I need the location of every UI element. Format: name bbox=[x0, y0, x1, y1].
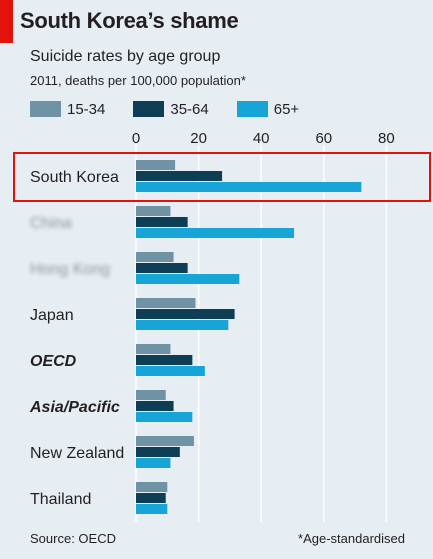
bar-thailand-65plus bbox=[136, 504, 168, 514]
bar-thailand-15-34 bbox=[136, 482, 168, 492]
bar-asia-pacific-15-34 bbox=[136, 390, 166, 400]
legend-label-65plus: 65+ bbox=[273, 100, 300, 118]
legend-swatch-15-34 bbox=[30, 101, 61, 117]
category-label-asia-pacific: Asia/Pacific bbox=[29, 399, 120, 416]
bar-china-65plus bbox=[136, 228, 295, 238]
bar-japan-15-34 bbox=[136, 298, 196, 308]
legend-item-65plus: 65+ bbox=[236, 100, 300, 118]
bar-new-zealand-65plus bbox=[136, 458, 171, 468]
x-tick-label-0: 0 bbox=[132, 130, 140, 147]
bar-asia-pacific-65plus bbox=[136, 412, 193, 422]
bar-oecd-65plus bbox=[136, 366, 205, 376]
category-label-thailand: Thailand bbox=[30, 491, 91, 508]
x-tick-label-40: 40 bbox=[253, 130, 270, 147]
bar-oecd-15-34 bbox=[136, 344, 171, 354]
footnote: *Age-standardised bbox=[298, 531, 405, 546]
bar-thailand-35-64 bbox=[136, 493, 166, 503]
chart-note: 2011, deaths per 100,000 population* bbox=[30, 73, 246, 88]
x-tick-label-20: 20 bbox=[190, 130, 207, 147]
legend-item-35-64: 35-64 bbox=[133, 100, 209, 118]
bar-south-korea-15-34 bbox=[136, 160, 176, 170]
bar-south-korea-35-64 bbox=[136, 171, 223, 181]
bar-hong-kong-65plus bbox=[136, 274, 240, 284]
legend-item-15-34: 15-34 bbox=[30, 101, 105, 118]
legend-swatch-35-64 bbox=[133, 101, 165, 117]
bar-china-35-64 bbox=[136, 217, 188, 227]
bar-hong-kong-35-64 bbox=[136, 263, 188, 273]
accent-tab bbox=[0, 0, 13, 43]
category-label-south-korea: South Korea bbox=[30, 169, 119, 186]
legend-swatch-65plus bbox=[236, 101, 268, 117]
bar-asia-pacific-35-64 bbox=[136, 401, 174, 411]
bar-japan-35-64 bbox=[136, 309, 235, 319]
category-label-oecd: OECD bbox=[30, 353, 77, 370]
bar-new-zealand-15-34 bbox=[136, 436, 194, 446]
bar-japan-65plus bbox=[136, 320, 229, 330]
x-tick-label-60: 60 bbox=[315, 130, 332, 147]
bar-hong-kong-15-34 bbox=[136, 252, 174, 262]
legend-label-35-64: 35-64 bbox=[170, 100, 209, 118]
x-tick-label-80: 80 bbox=[378, 130, 395, 147]
category-label-hong-kong: Hong Kong bbox=[30, 261, 110, 278]
category-label-china: China bbox=[30, 215, 72, 232]
legend: 15-34 35-64 65+ bbox=[30, 98, 327, 120]
chart-title: South Korea’s shame bbox=[20, 8, 239, 33]
bar-new-zealand-35-64 bbox=[136, 447, 180, 457]
highlight-box bbox=[13, 152, 431, 202]
bar-china-15-34 bbox=[136, 206, 171, 216]
source-note: Source: OECD bbox=[30, 531, 116, 546]
category-label-new-zealand: New Zealand bbox=[30, 445, 124, 462]
bar-south-korea-65plus bbox=[136, 182, 362, 192]
legend-label-15-34: 15-34 bbox=[67, 100, 106, 118]
bar-oecd-35-64 bbox=[136, 355, 193, 365]
chart-subtitle: Suicide rates by age group bbox=[30, 48, 221, 65]
category-label-japan: Japan bbox=[30, 307, 74, 324]
